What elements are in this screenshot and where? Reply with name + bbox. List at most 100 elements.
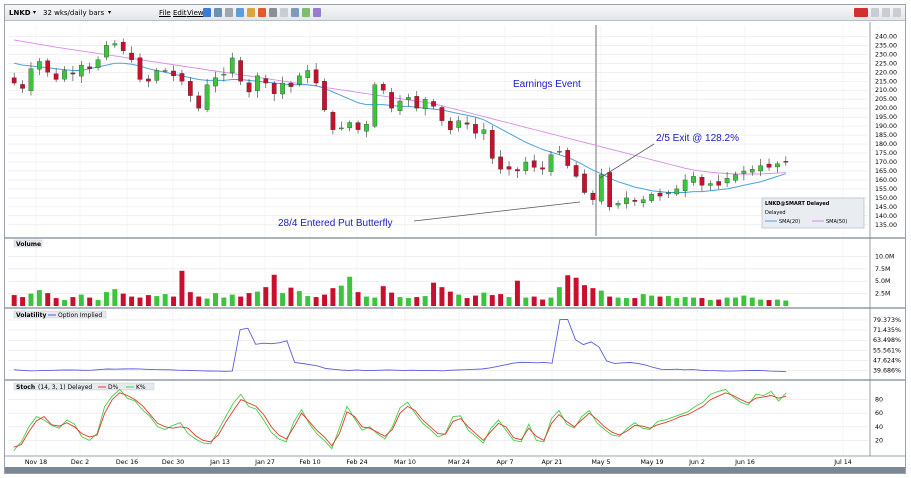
candle-body bbox=[146, 78, 151, 82]
candle-body bbox=[297, 75, 302, 85]
legend-sma20: SMA(20) bbox=[779, 219, 800, 225]
price-tick-label: 185.00 bbox=[875, 132, 897, 139]
settings-icon[interactable] bbox=[313, 8, 321, 17]
zoom-in-icon[interactable] bbox=[236, 8, 244, 17]
volatility-tick-label: 55.561% bbox=[873, 347, 901, 354]
price-tick-label: 160.00 bbox=[875, 177, 897, 184]
candle-body bbox=[531, 160, 537, 168]
volume-bar bbox=[481, 292, 487, 306]
volume-bar bbox=[179, 270, 185, 306]
sma20-line bbox=[14, 62, 786, 193]
candle-body bbox=[707, 183, 713, 186]
volume-bar bbox=[548, 297, 554, 306]
view-menu[interactable]: View bbox=[187, 9, 204, 17]
volume-bar bbox=[338, 285, 344, 306]
date-tick-label: Jul 14 bbox=[833, 459, 852, 466]
zoom-out-icon[interactable] bbox=[247, 8, 255, 17]
price-tick-label: 155.00 bbox=[875, 186, 897, 193]
draw-line-icon[interactable] bbox=[269, 8, 277, 17]
date-tick-label: May 5 bbox=[591, 459, 610, 466]
volume-bar bbox=[78, 294, 84, 306]
volume-bar bbox=[322, 294, 327, 306]
minimize-icon[interactable] bbox=[871, 8, 879, 17]
exit-label: 2/5 Exit @ 128.2% bbox=[656, 133, 739, 144]
candle-body bbox=[313, 69, 319, 84]
volume-bar bbox=[607, 296, 613, 306]
text-icon[interactable] bbox=[291, 8, 299, 17]
candle-body bbox=[456, 120, 462, 128]
volatility-tick-label: 79.373% bbox=[873, 317, 901, 324]
bar-chart-icon[interactable] bbox=[203, 8, 211, 17]
candle-body bbox=[758, 165, 763, 172]
symbol-selector[interactable]: LNKD bbox=[9, 9, 31, 17]
period-dropdown-icon[interactable]: ▾ bbox=[108, 9, 112, 16]
chart-toolbar: LNKD ▾ 32 wks/daily bars ▾ File Edit Vie… bbox=[5, 5, 905, 21]
indicator-icon[interactable] bbox=[302, 8, 310, 17]
volume-bar bbox=[330, 288, 336, 306]
volume-bar bbox=[11, 295, 17, 306]
volume-bar bbox=[456, 294, 462, 306]
price-tick-label: 145.00 bbox=[875, 204, 897, 211]
candle-body bbox=[246, 82, 252, 93]
candle-body bbox=[489, 130, 495, 159]
candle-body bbox=[598, 174, 604, 202]
volatility-line bbox=[13, 319, 787, 373]
volume-bar bbox=[162, 294, 168, 306]
volume-tick-label: 7.5M bbox=[875, 266, 890, 273]
price-axis: 135.00 140.00 145.00 150.00 155.00 160.00 165.… bbox=[875, 33, 897, 228]
option-implied-line bbox=[13, 319, 787, 373]
file-menu[interactable]: File bbox=[159, 9, 171, 17]
candle-body bbox=[565, 150, 571, 166]
candle-body bbox=[506, 166, 512, 170]
candle-icon[interactable] bbox=[214, 8, 222, 17]
date-tick-label: Mar 24 bbox=[448, 459, 470, 466]
price-legend: LNKD@SMART Delayed Delayed SMA(20) SMA(5… bbox=[761, 197, 865, 229]
stoch-tick-label: 60 bbox=[875, 410, 883, 417]
candle-body bbox=[540, 167, 545, 170]
grid-icon[interactable] bbox=[225, 8, 233, 17]
candle-body bbox=[632, 199, 638, 202]
entry-label: 28/4 Entered Put Butterfly bbox=[278, 218, 393, 229]
candle-body bbox=[229, 57, 235, 73]
volume-bar bbox=[187, 292, 193, 306]
volume-bar bbox=[246, 293, 252, 306]
stoch-tag bbox=[13, 382, 155, 391]
volume-bar bbox=[447, 291, 453, 306]
annotate-icon[interactable] bbox=[280, 8, 288, 17]
maximize-icon[interactable] bbox=[882, 8, 890, 17]
candle-body bbox=[87, 66, 93, 69]
candle-body bbox=[20, 84, 25, 89]
volume-bar bbox=[95, 300, 101, 306]
candle-body bbox=[196, 95, 202, 109]
chart-scrollbar[interactable] bbox=[5, 467, 905, 473]
volatility-tick-label: 39.686% bbox=[873, 368, 901, 375]
candle-body bbox=[70, 72, 76, 75]
candle-body bbox=[766, 163, 772, 168]
candle-body bbox=[187, 81, 193, 96]
volume-bar bbox=[288, 287, 294, 306]
symbol-dropdown-icon[interactable]: ▾ bbox=[33, 9, 37, 16]
candle-body bbox=[724, 178, 730, 184]
price-tick-label: 215.00 bbox=[875, 78, 897, 85]
volume-bar bbox=[674, 298, 680, 306]
stoch-tick-label: 20 bbox=[875, 437, 883, 444]
moving-averages bbox=[14, 39, 786, 193]
volume-bar bbox=[733, 297, 738, 306]
volume-bar bbox=[36, 290, 42, 306]
candle-body bbox=[431, 101, 436, 107]
close-icon[interactable] bbox=[893, 8, 901, 17]
price-tick-label: 180.00 bbox=[875, 141, 897, 148]
link-icon[interactable] bbox=[854, 8, 868, 17]
volume-bar bbox=[221, 297, 227, 306]
period-selector[interactable]: 32 wks/daily bars bbox=[43, 9, 105, 17]
stoch-d-label: D% bbox=[108, 384, 119, 391]
candle-body bbox=[649, 194, 654, 201]
volume-tick-label: 2.5M bbox=[875, 291, 890, 298]
candle-body bbox=[78, 64, 84, 77]
price-tick-label: 135.00 bbox=[875, 222, 897, 229]
edit-menu[interactable]: Edit bbox=[173, 9, 187, 17]
volume-axis: 10.0M 7.5M 5.0M 2.5M bbox=[875, 253, 894, 297]
candle-body bbox=[624, 197, 629, 204]
volume-bar bbox=[707, 300, 713, 306]
crosshair-icon[interactable] bbox=[258, 8, 266, 17]
